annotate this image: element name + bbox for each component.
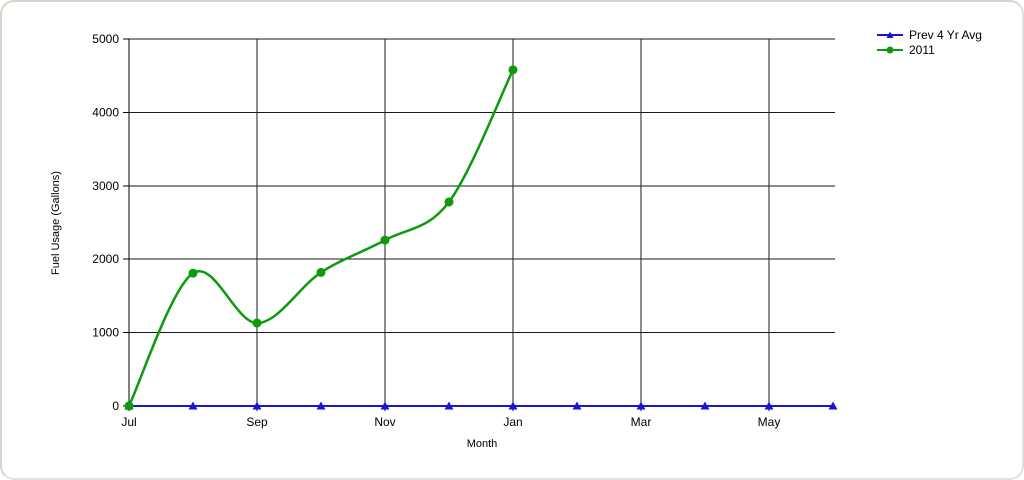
y-tick-label: 1000 xyxy=(92,326,119,340)
legend-marker xyxy=(886,46,894,54)
x-tick-label: Sep xyxy=(246,415,268,429)
data-point-triangle xyxy=(444,401,454,410)
series-lines xyxy=(124,65,838,411)
data-point-circle xyxy=(444,197,454,207)
legend-label: Prev 4 Yr Avg xyxy=(909,28,982,42)
y-tick-label: 2000 xyxy=(92,252,119,266)
data-point-triangle xyxy=(764,401,774,410)
legend-line-triangle-icon xyxy=(877,31,903,38)
series-2011 xyxy=(124,65,518,411)
data-point-triangle xyxy=(700,401,710,410)
x-tick-label: Jan xyxy=(503,415,522,429)
data-point-triangle xyxy=(188,401,198,410)
legend: Prev 4 Yr Avg 2011 xyxy=(877,28,982,57)
axes xyxy=(123,38,835,411)
x-tick-label: Mar xyxy=(631,415,652,429)
data-point-circle xyxy=(188,268,198,278)
y-tick-label: 0 xyxy=(112,399,119,413)
y-tick-label: 4000 xyxy=(92,105,119,119)
data-point-circle xyxy=(252,318,262,328)
series-prev-4-yr-avg xyxy=(124,401,838,410)
legend-marker xyxy=(886,31,894,38)
data-point-circle xyxy=(380,235,390,245)
y-axis-title: Fuel Usage (Gallons) xyxy=(50,171,62,275)
x-tick-label: May xyxy=(758,415,781,429)
legend-label: 2011 xyxy=(909,43,935,57)
legend-line-circle-icon xyxy=(877,46,903,54)
x-tick-label: Jul xyxy=(121,415,136,429)
tick-labels: 0 1000 2000 3000 4000 5000 Jul Sep Nov Jan Mar May xyxy=(92,32,780,429)
gridlines xyxy=(129,38,835,406)
data-point-triangle xyxy=(828,401,838,410)
data-point-circle xyxy=(316,267,326,277)
series-path xyxy=(127,69,515,407)
data-point-triangle xyxy=(508,401,518,410)
data-point-circle xyxy=(508,65,518,75)
y-tick-label: 3000 xyxy=(92,179,119,193)
legend-item-prev-4-yr-avg: Prev 4 Yr Avg xyxy=(877,28,982,42)
data-point-triangle xyxy=(380,401,390,410)
x-tick-label: Nov xyxy=(374,415,395,429)
data-point-triangle xyxy=(636,401,646,410)
x-axis-title: Month xyxy=(467,438,498,450)
data-point-triangle xyxy=(572,401,582,410)
data-point-triangle xyxy=(252,401,262,410)
data-point-circle xyxy=(124,401,134,411)
legend-item-2011: 2011 xyxy=(877,43,982,57)
y-tick-label: 5000 xyxy=(92,32,119,46)
data-point-triangle xyxy=(316,401,326,410)
